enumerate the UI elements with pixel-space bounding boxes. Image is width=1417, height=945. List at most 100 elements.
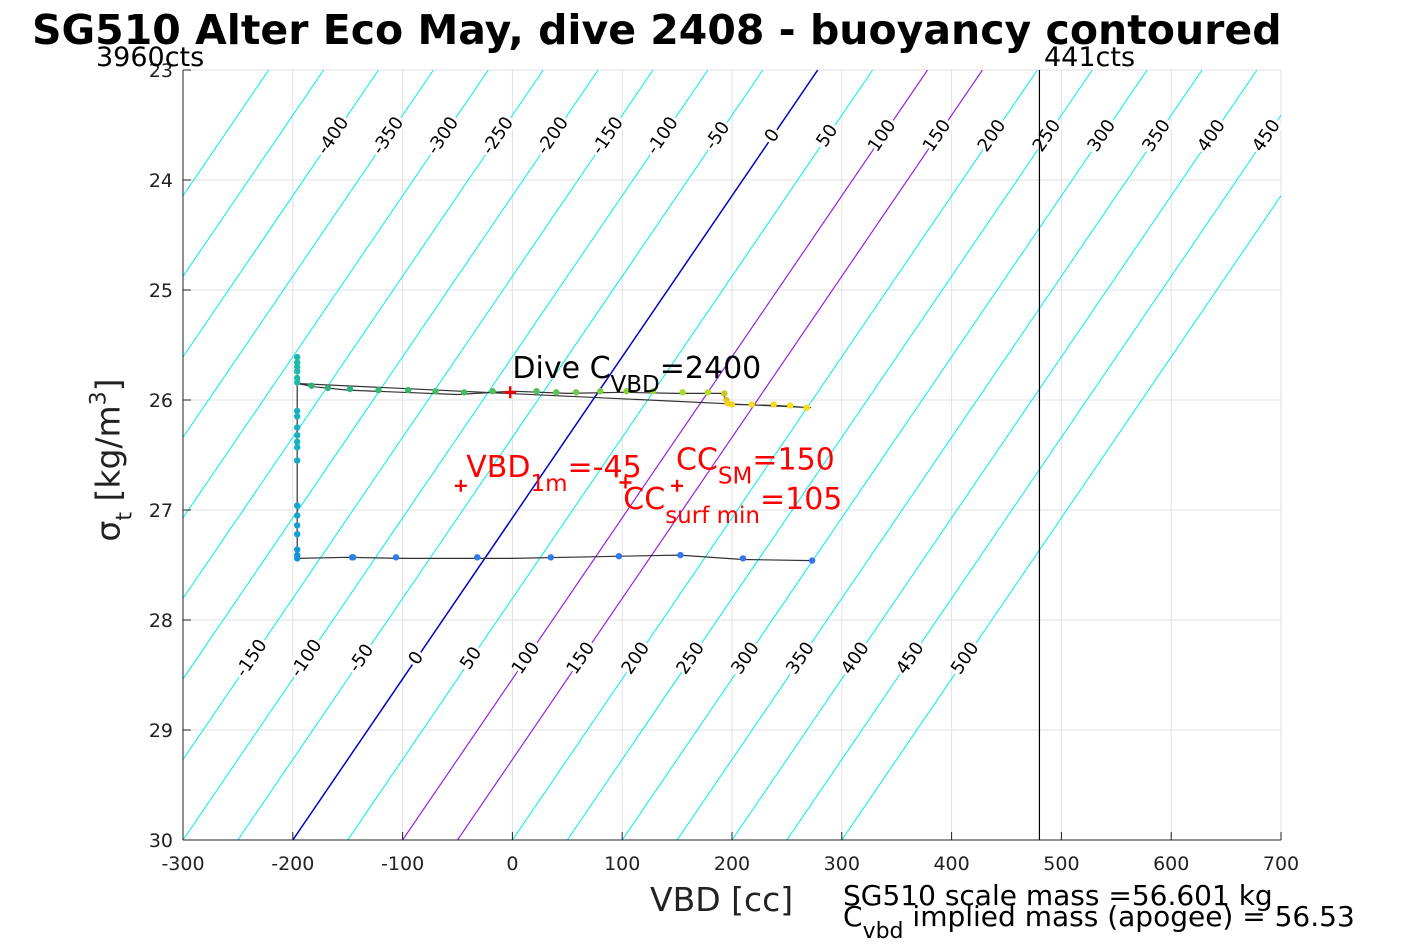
contour-label-bottom: 100 bbox=[508, 638, 545, 678]
contour-label-bottom: 250 bbox=[672, 638, 709, 678]
data-point bbox=[404, 386, 412, 394]
y-tick-label: 24 bbox=[149, 170, 173, 192]
x-ticks: -300 -200 -100 0 100 200 300 400 500 600 700 bbox=[161, 832, 1299, 875]
contour-label-bottom: -150 bbox=[231, 635, 271, 681]
data-point bbox=[346, 385, 354, 393]
contour-labels: -400 -350 -300 -250 -200 -150 -100 -50 0 50 100 150… bbox=[228, 110, 1288, 684]
implied-mass-note: Cvbd implied mass (apogee) = 56.53 bbox=[843, 900, 1355, 944]
data-point bbox=[728, 401, 736, 408]
data-point bbox=[349, 554, 357, 561]
data-point bbox=[704, 389, 712, 396]
contour-label-top: -400 bbox=[313, 113, 353, 159]
y-tick-label: 29 bbox=[149, 720, 173, 742]
contour-label-top: 100 bbox=[864, 116, 901, 156]
data-point bbox=[293, 379, 301, 386]
data-point bbox=[623, 388, 630, 395]
data-point bbox=[432, 388, 439, 395]
contour-label-top: -300 bbox=[423, 113, 463, 159]
data-point bbox=[533, 388, 540, 395]
contour-line bbox=[183, 70, 654, 761]
data-point bbox=[293, 522, 301, 529]
x-tick-label: 300 bbox=[824, 853, 860, 875]
data-point bbox=[677, 551, 684, 559]
data-point bbox=[808, 557, 816, 564]
contour-label-bottom: -100 bbox=[286, 635, 326, 681]
data-point bbox=[293, 438, 301, 445]
data-point bbox=[293, 531, 301, 538]
x-tick-label: -100 bbox=[381, 853, 424, 875]
contour-label-top: 200 bbox=[974, 116, 1011, 156]
scale-mass-note: SG510 scale mass =56.601 kg bbox=[843, 879, 1273, 912]
data-point bbox=[770, 401, 777, 408]
data-point bbox=[615, 553, 623, 560]
x-tick-label: 200 bbox=[714, 853, 750, 875]
contour-label-top: 250 bbox=[1028, 116, 1065, 156]
data-point bbox=[324, 384, 332, 392]
x-tick-label: 600 bbox=[1153, 853, 1189, 875]
data-point bbox=[293, 555, 301, 562]
contour-line bbox=[621, 70, 1148, 840]
contour-line bbox=[786, 114, 1281, 840]
x-tick-label: -300 bbox=[161, 853, 204, 875]
data-point bbox=[293, 363, 301, 371]
x-tick-label: 400 bbox=[933, 853, 969, 875]
data-point bbox=[293, 512, 301, 519]
contour-line bbox=[183, 70, 544, 600]
grid-lines bbox=[182, 69, 1282, 841]
annotation-marker-cc_surf_min bbox=[619, 476, 632, 489]
data-point bbox=[293, 353, 301, 361]
x-tick-label: 0 bbox=[506, 853, 518, 875]
annotation-marker-cc_sm bbox=[671, 479, 684, 492]
data-point bbox=[293, 374, 301, 382]
data-point bbox=[553, 389, 560, 396]
data-point bbox=[786, 402, 794, 409]
contour-label-bottom: -50 bbox=[344, 640, 378, 676]
contour-line bbox=[731, 70, 1258, 840]
chart-title: SG510 Alter Eco May, dive 2408 - buoyanc… bbox=[32, 6, 1282, 54]
contour-line bbox=[237, 70, 764, 840]
y-tick-label: 30 bbox=[149, 830, 173, 852]
contour-label-top: 400 bbox=[1193, 116, 1230, 156]
y-tick-label: 26 bbox=[149, 390, 173, 412]
data-point bbox=[474, 554, 481, 561]
contour-line bbox=[183, 70, 599, 680]
contour-line bbox=[183, 70, 270, 197]
contour-label-top: 350 bbox=[1138, 116, 1175, 156]
contour-line bbox=[841, 194, 1281, 840]
contour-line bbox=[566, 70, 1093, 840]
annotation-marker-dive_cvbd bbox=[504, 386, 517, 399]
data-point bbox=[293, 368, 301, 375]
data-point bbox=[649, 388, 657, 395]
contour-lines bbox=[183, 70, 1281, 840]
contour-label-top: 50 bbox=[812, 120, 842, 151]
contour-label-top: 450 bbox=[1248, 116, 1285, 156]
top-right-counts-label: 441cts bbox=[1044, 42, 1136, 73]
contour-label-bottom: 300 bbox=[727, 638, 764, 678]
annotation-label-dive_cvbd: Dive CVBD=2400 bbox=[512, 351, 761, 398]
annotation-label-vbd_1m: VBD1m=-45 bbox=[466, 450, 641, 497]
data-point bbox=[293, 407, 301, 415]
x-tick-label: 100 bbox=[604, 853, 640, 875]
contour-label-bottom: 350 bbox=[782, 638, 819, 678]
contour-label-top: 150 bbox=[919, 116, 956, 156]
x-tick-label: 500 bbox=[1043, 853, 1079, 875]
contour-label-bottom: 450 bbox=[892, 638, 929, 678]
data-point bbox=[748, 401, 755, 408]
data-points bbox=[293, 353, 816, 564]
data-point bbox=[293, 457, 301, 464]
contour-label-top: 300 bbox=[1083, 116, 1120, 156]
data-point bbox=[803, 404, 810, 411]
contour-line bbox=[457, 70, 983, 840]
data-point bbox=[547, 554, 555, 561]
data-point bbox=[293, 432, 301, 439]
contour-line bbox=[183, 70, 379, 358]
x-axis-label: VBD [cc] bbox=[650, 880, 794, 919]
contour-line bbox=[676, 70, 1203, 840]
y-ticks: 23 24 25 26 27 28 29 30 bbox=[149, 60, 191, 852]
contour-label-top: -50 bbox=[700, 118, 734, 154]
data-point bbox=[721, 390, 728, 397]
annotation-marker-vbd_1m bbox=[454, 479, 467, 492]
contour-line bbox=[183, 70, 709, 840]
